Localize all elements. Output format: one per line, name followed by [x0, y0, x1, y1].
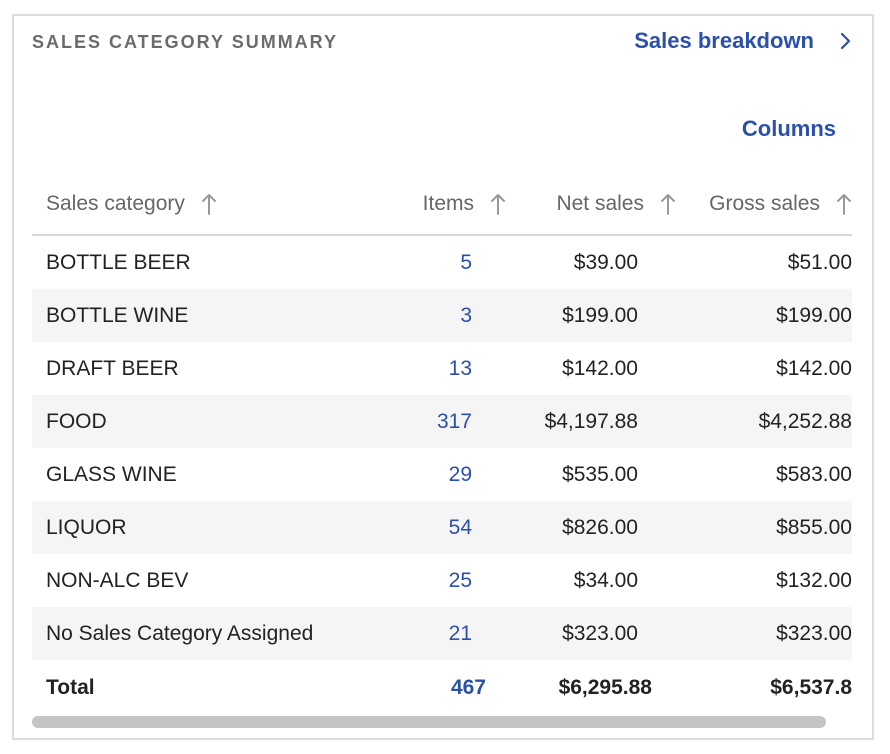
category-cell: LIQUOR [32, 501, 352, 554]
net-sales-cell: $142.00 [562, 356, 638, 380]
category-cell: GLASS WINE [46, 462, 177, 486]
gross-sales-cell: $4,252.88 [682, 395, 852, 448]
sales-category-table: Sales category Items Net sales Gross sal… [32, 174, 852, 716]
total-gross-sales: $6,537.8 [770, 676, 852, 699]
category-cell: No Sales Category Assigned [32, 607, 352, 660]
category-cell: BOTTLE BEER [46, 250, 191, 274]
table-row: FOOD 317 $4,197.88 $4,252.88 [32, 395, 852, 448]
gross-sales-cell: $323.00 [682, 607, 852, 660]
items-count-link[interactable]: 317 [352, 395, 512, 448]
table-row: DRAFT BEER 13 $142.00 $142.00 [32, 342, 852, 395]
gross-sales-cell: $51.00 [787, 250, 852, 274]
gross-sales-cell: $199.00 [682, 289, 852, 342]
sales-category-summary-card: SALES CATEGORY SUMMARY Sales breakdown C… [12, 14, 874, 740]
column-header-label: Sales category [46, 191, 185, 215]
gross-sales-cell: $142.00 [776, 356, 852, 380]
column-header-net-sales[interactable]: Net sales [512, 174, 682, 236]
category-cell: BOTTLE WINE [32, 289, 352, 342]
table-row: BOTTLE BEER 5 $39.00 $51.00 [32, 235, 852, 289]
table-row: LIQUOR 54 $826.00 $855.00 [32, 501, 852, 554]
items-count-link[interactable]: 3 [352, 289, 512, 342]
items-count-link[interactable]: 13 [448, 356, 472, 380]
column-header-label: Items [422, 191, 474, 215]
category-cell: DRAFT BEER [46, 356, 179, 380]
table-row: BOTTLE WINE 3 $199.00 $199.00 [32, 289, 852, 342]
card-title: SALES CATEGORY SUMMARY [32, 32, 339, 52]
net-sales-cell: $535.00 [562, 462, 638, 486]
net-sales-cell: $323.00 [512, 607, 682, 660]
sort-up-arrow-icon [491, 194, 505, 216]
column-header-label: Net sales [556, 191, 644, 215]
items-count-link[interactable]: 5 [460, 250, 472, 274]
items-count-link[interactable]: 54 [352, 501, 512, 554]
items-count-link[interactable]: 25 [448, 568, 472, 592]
sort-up-arrow-icon [837, 194, 851, 216]
column-header-items[interactable]: Items [352, 174, 512, 236]
net-sales-cell: $4,197.88 [512, 395, 682, 448]
table-row: No Sales Category Assigned 21 $323.00 $3… [32, 607, 852, 660]
net-sales-cell: $34.00 [573, 568, 638, 592]
net-sales-cell: $826.00 [512, 501, 682, 554]
chevron-right-icon [840, 32, 851, 50]
table-row: GLASS WINE 29 $535.00 $583.00 [32, 448, 852, 501]
gross-sales-cell: $132.00 [776, 568, 852, 592]
category-cell: FOOD [32, 395, 352, 448]
columns-button[interactable]: Columns [741, 116, 836, 141]
items-count-link[interactable]: 29 [448, 462, 472, 486]
table-header-row: Sales category Items Net sales Gross sal… [32, 174, 852, 236]
column-header-sales-category[interactable]: Sales category [32, 174, 352, 236]
gross-sales-cell: $855.00 [682, 501, 852, 554]
column-header-gross-sales[interactable]: Gross sales [682, 174, 852, 236]
sort-up-arrow-icon [661, 194, 675, 216]
total-items-link[interactable]: 467 [450, 676, 486, 699]
total-label: Total [46, 676, 95, 699]
gross-sales-cell: $583.00 [776, 462, 852, 486]
net-sales-cell: $199.00 [512, 289, 682, 342]
net-sales-cell: $39.00 [573, 250, 638, 274]
items-count-link[interactable]: 21 [352, 607, 512, 660]
total-net-sales: $6,295.88 [558, 676, 652, 699]
horizontal-scrollbar[interactable] [32, 716, 826, 728]
sort-up-arrow-icon [201, 194, 216, 216]
total-row: Total 467 $6,295.88 $6,537.8 [32, 660, 852, 716]
category-cell: NON-ALC BEV [46, 568, 189, 592]
table-row: NON-ALC BEV 25 $34.00 $132.00 [32, 554, 852, 607]
sales-breakdown-label: Sales breakdown [634, 28, 814, 53]
column-header-label: Gross sales [709, 191, 820, 215]
sales-breakdown-link[interactable]: Sales breakdown [634, 28, 852, 54]
